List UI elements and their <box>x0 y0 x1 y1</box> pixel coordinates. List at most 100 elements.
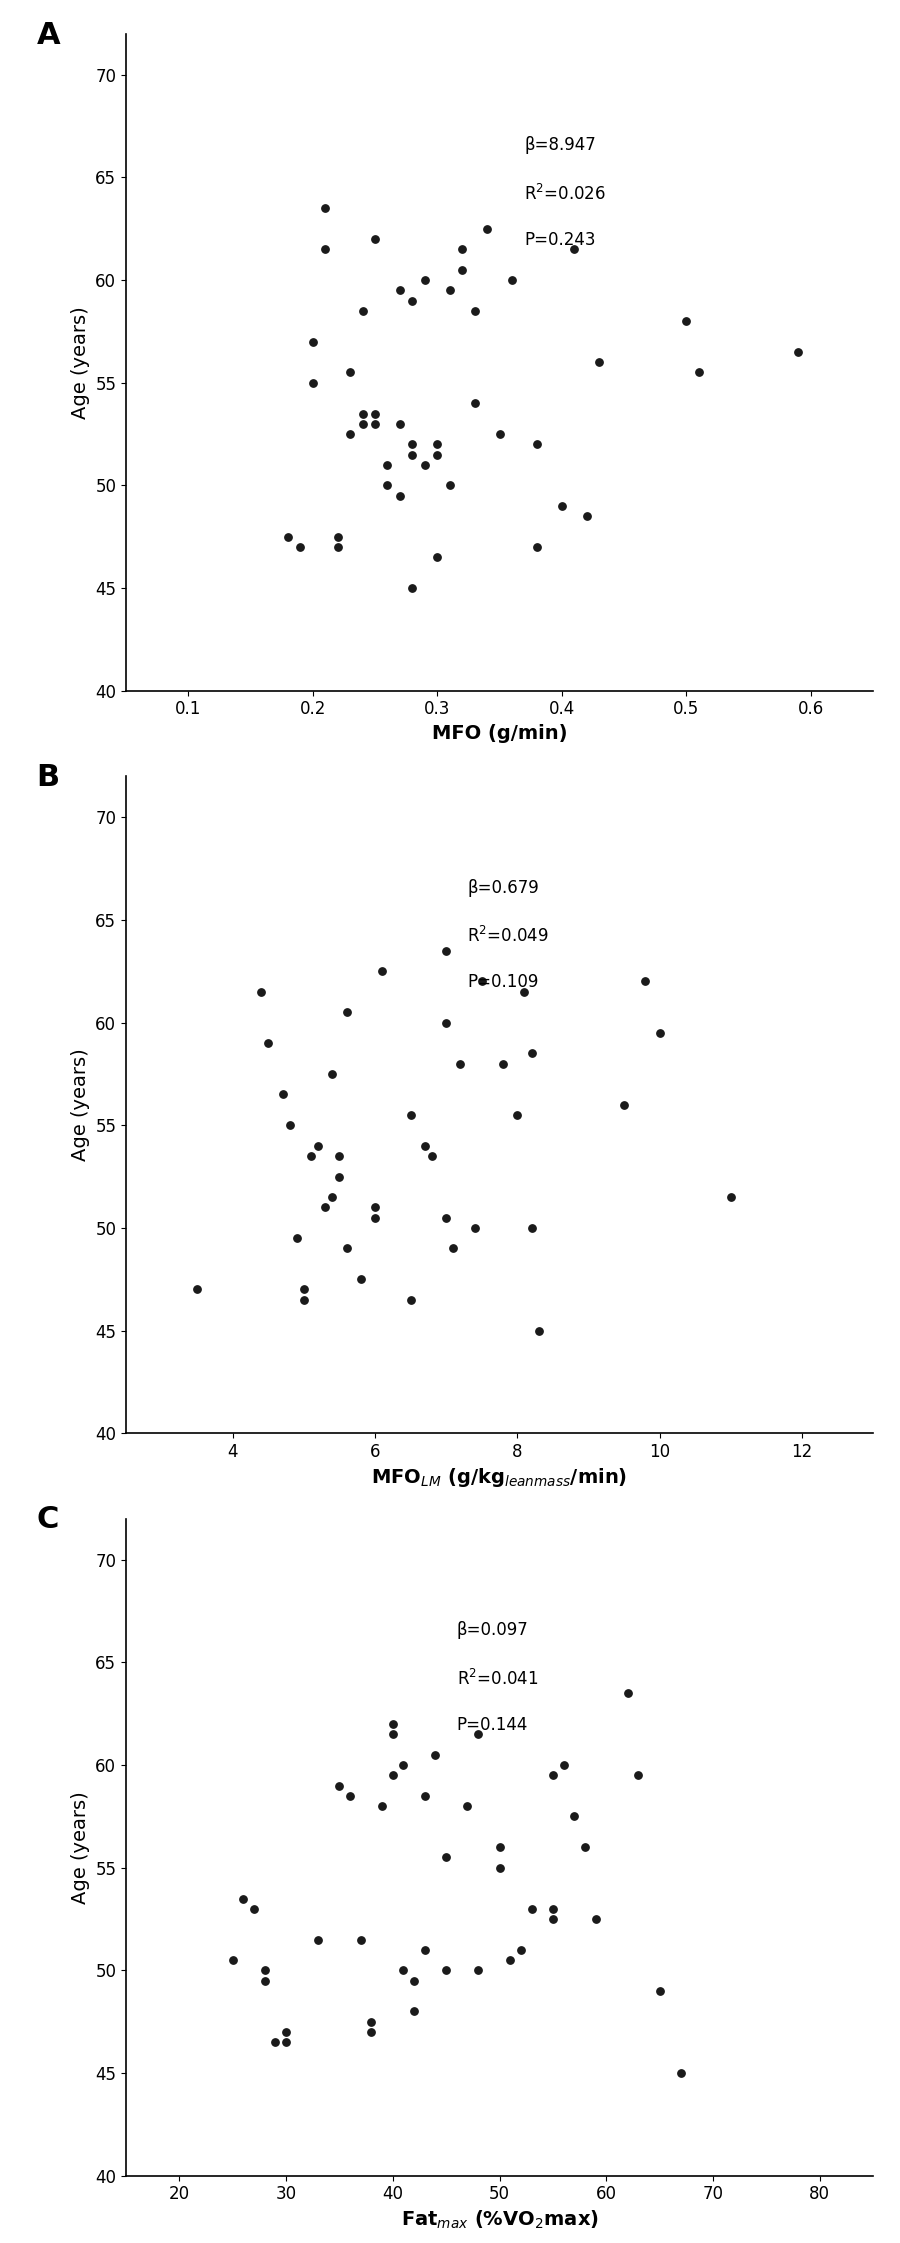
Point <box>505 262 519 298</box>
Point <box>368 395 382 431</box>
Point <box>529 426 544 462</box>
Point <box>791 334 806 370</box>
Point <box>439 1200 454 1236</box>
Point <box>691 354 706 390</box>
Point <box>439 1005 454 1041</box>
Point <box>279 2023 293 2059</box>
Point <box>392 406 407 442</box>
Point <box>257 1951 272 1987</box>
Point <box>652 1014 667 1050</box>
Text: R$^{2}$=0.049: R$^{2}$=0.049 <box>467 926 549 947</box>
Point <box>297 1281 311 1317</box>
Point <box>480 211 494 247</box>
Point <box>392 271 407 307</box>
Point <box>492 1850 507 1886</box>
Point <box>293 529 308 565</box>
Text: A: A <box>36 20 60 49</box>
Point <box>368 1189 382 1225</box>
Point <box>318 191 332 227</box>
Point <box>375 1788 390 1824</box>
Point <box>332 1137 347 1173</box>
Point <box>364 2014 379 2050</box>
Point <box>343 354 357 390</box>
Y-axis label: Age (years): Age (years) <box>71 305 90 419</box>
Point <box>318 231 332 267</box>
Point <box>356 395 370 431</box>
Point <box>403 1097 418 1133</box>
Point <box>674 2055 688 2090</box>
Point <box>380 446 394 482</box>
Text: R$^{2}$=0.041: R$^{2}$=0.041 <box>457 1669 538 1689</box>
Point <box>281 518 295 554</box>
Point <box>297 1272 311 1308</box>
Point <box>428 1736 443 1772</box>
Point <box>545 1902 560 1938</box>
Point <box>724 1180 738 1216</box>
Text: P=0.109: P=0.109 <box>467 973 539 991</box>
Point <box>325 1180 339 1216</box>
Point <box>339 994 354 1030</box>
Point <box>380 467 394 502</box>
Point <box>304 1137 319 1173</box>
Point <box>467 386 482 422</box>
Point <box>330 529 345 565</box>
Point <box>364 2003 379 2039</box>
Point <box>279 2014 293 2050</box>
Point <box>310 1922 325 1958</box>
Point <box>405 426 419 462</box>
Point <box>290 1220 304 1256</box>
Point <box>283 1108 297 1144</box>
Point <box>529 529 544 565</box>
Point <box>330 518 345 554</box>
Point <box>545 1756 560 1792</box>
Text: β=0.097: β=0.097 <box>457 1622 528 1640</box>
Point <box>405 283 419 319</box>
Point <box>578 1830 592 1866</box>
Point <box>247 1891 261 1927</box>
Text: β=0.679: β=0.679 <box>467 879 539 897</box>
Point <box>554 489 569 525</box>
Point <box>339 1231 354 1267</box>
Point <box>405 437 419 473</box>
Point <box>474 964 489 1000</box>
Point <box>592 343 607 379</box>
Point <box>496 1045 510 1081</box>
Point <box>403 1281 418 1317</box>
Point <box>443 467 457 502</box>
Point <box>525 1891 539 1927</box>
Point <box>439 1839 454 1875</box>
Point <box>467 1209 482 1245</box>
Point <box>525 1036 539 1072</box>
Point <box>385 1756 400 1792</box>
Point <box>368 222 382 258</box>
X-axis label: Fat$_{max}$ (%VO$_{2}$max): Fat$_{max}$ (%VO$_{2}$max) <box>400 2209 598 2232</box>
Point <box>525 1209 539 1245</box>
Point <box>545 1891 560 1927</box>
Text: β=8.947: β=8.947 <box>525 137 596 155</box>
Point <box>454 1045 468 1081</box>
Point <box>418 1128 432 1164</box>
Point <box>385 1707 400 1743</box>
Point <box>425 1137 439 1173</box>
Point <box>354 1261 368 1296</box>
Point <box>631 1756 645 1792</box>
Point <box>405 570 419 606</box>
Point <box>385 1716 400 1752</box>
Point <box>467 294 482 330</box>
Point <box>368 1200 382 1236</box>
Point <box>418 1931 432 1967</box>
Point <box>460 1788 474 1824</box>
Point <box>439 1951 454 1987</box>
Point <box>418 1779 432 1815</box>
Point <box>679 303 693 339</box>
Point <box>418 446 432 482</box>
Point <box>446 1231 461 1267</box>
Point <box>190 1272 204 1308</box>
Point <box>567 231 581 267</box>
Point <box>589 1902 603 1938</box>
Point <box>430 437 445 473</box>
Point <box>430 426 445 462</box>
Point <box>226 1942 240 1978</box>
Point <box>261 1025 275 1061</box>
Point <box>268 2023 283 2059</box>
